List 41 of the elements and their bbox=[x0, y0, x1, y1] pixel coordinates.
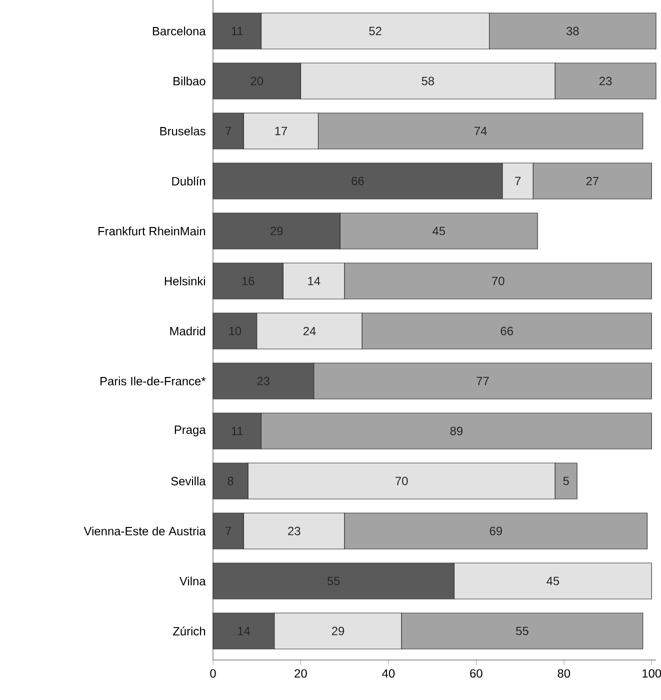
y-tick-label: Barcelona bbox=[152, 26, 206, 36]
data-label: 23 bbox=[600, 76, 612, 86]
y-tick-label: Zúrich bbox=[172, 626, 206, 636]
x-tick-label: 0 bbox=[210, 669, 216, 678]
y-tick-label: Paris Ile-de-France* bbox=[100, 376, 206, 386]
y-tick-label: Vienna-Este de Austria bbox=[84, 526, 206, 536]
x-tick-label: 80 bbox=[558, 669, 570, 678]
data-label: 89 bbox=[450, 426, 463, 436]
data-label: 77 bbox=[476, 376, 489, 386]
y-tick-label: Bilbao bbox=[174, 76, 206, 86]
data-label: 52 bbox=[369, 26, 382, 36]
data-label: 70 bbox=[492, 276, 504, 286]
data-label: 7 bbox=[515, 176, 521, 186]
y-tick-label: Bruselas bbox=[160, 126, 206, 136]
data-label: 14 bbox=[308, 276, 320, 286]
data-label: 5 bbox=[563, 476, 569, 486]
data-label: 29 bbox=[332, 626, 344, 636]
data-label: 70 bbox=[396, 476, 408, 486]
data-label: 69 bbox=[490, 526, 502, 536]
x-tick-label: 100 bbox=[642, 669, 661, 678]
data-label: 45 bbox=[432, 226, 446, 236]
data-label: 23 bbox=[288, 526, 300, 536]
data-label: 55 bbox=[516, 626, 528, 636]
data-label: 45 bbox=[546, 576, 560, 586]
y-tick-label: Sevilla bbox=[171, 476, 206, 486]
y-tick-label: Helsinki bbox=[164, 276, 205, 286]
x-tick-label: 40 bbox=[382, 669, 395, 678]
x-tick-label: 60 bbox=[470, 669, 482, 678]
y-tick-label: Vilna bbox=[179, 576, 206, 586]
y-tick-label: Dublín bbox=[172, 176, 206, 186]
data-label: 24 bbox=[303, 326, 316, 336]
y-tick-label: Frankfurt RheinMain bbox=[98, 226, 206, 236]
data-label: 74 bbox=[474, 126, 487, 136]
data-label: 58 bbox=[422, 76, 434, 86]
data-label: 17 bbox=[275, 126, 288, 136]
y-tick-label: Madrid bbox=[170, 326, 206, 336]
data-label: 27 bbox=[586, 176, 598, 186]
x-tick-label: 20 bbox=[294, 669, 307, 678]
data-label: 38 bbox=[566, 26, 579, 36]
data-label: 66 bbox=[500, 326, 513, 336]
y-tick-label: Praga bbox=[174, 426, 206, 436]
